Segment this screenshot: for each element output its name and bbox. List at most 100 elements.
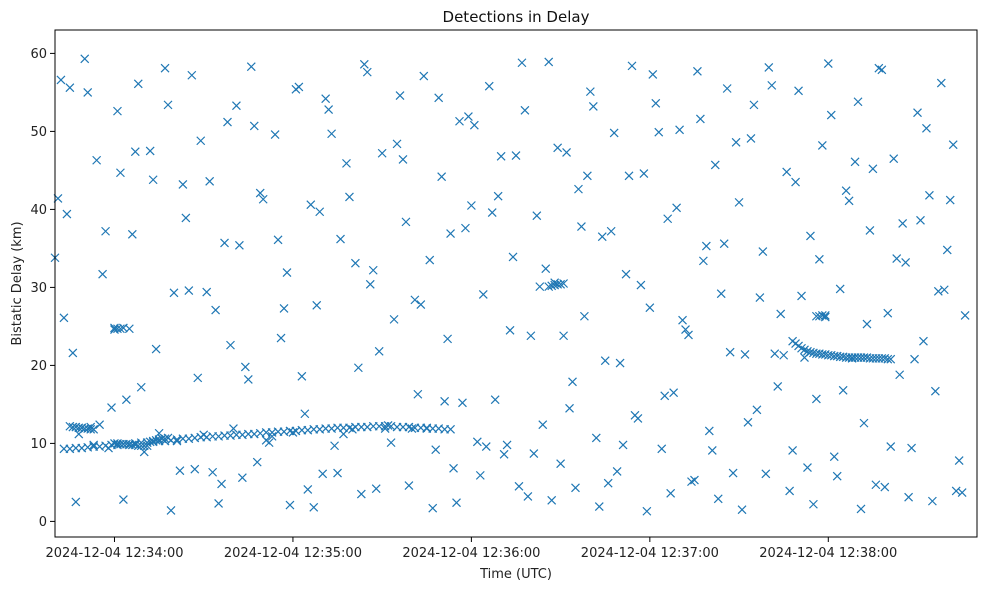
data-point <box>169 288 179 298</box>
data-point <box>377 148 387 158</box>
data-point <box>523 492 533 501</box>
data-point <box>336 234 345 244</box>
data-point <box>957 488 967 497</box>
data-point <box>678 315 687 325</box>
data-point <box>547 281 557 291</box>
data-point <box>229 424 238 434</box>
data-point <box>249 121 259 131</box>
data-point <box>547 495 557 505</box>
data-point <box>466 201 476 210</box>
data-point <box>907 443 916 453</box>
data-point <box>267 431 277 441</box>
data-point <box>704 426 714 436</box>
data-point <box>627 61 637 71</box>
y-tick-label: 0 <box>39 515 47 530</box>
data-point <box>261 435 271 445</box>
data-point <box>758 247 768 256</box>
data-point <box>160 63 170 73</box>
data-point <box>663 214 673 224</box>
data-point <box>556 279 566 289</box>
data-point <box>823 59 833 68</box>
data-point <box>544 57 554 67</box>
data-point <box>276 333 286 343</box>
data-point <box>65 83 75 93</box>
data-point <box>318 469 328 479</box>
data-point <box>764 63 774 72</box>
data-point <box>211 305 221 315</box>
x-tick-label: 2024-12-04 12:38:00 <box>759 546 897 561</box>
data-point <box>484 81 494 91</box>
data-point <box>517 58 527 68</box>
data-point <box>83 87 93 97</box>
data-point <box>255 188 265 198</box>
data-point <box>324 105 334 114</box>
data-point <box>901 258 911 267</box>
data-point <box>160 434 170 444</box>
data-point <box>285 500 295 510</box>
data-point <box>535 282 545 292</box>
data-point <box>514 481 524 491</box>
data-point <box>151 344 161 354</box>
data-point <box>838 385 848 395</box>
data-point <box>431 445 441 455</box>
data-point <box>776 309 786 319</box>
data-point <box>187 70 197 80</box>
x-tick-label: 2024-12-04 12:35:00 <box>224 546 362 561</box>
data-point <box>350 258 360 268</box>
data-point <box>469 120 479 130</box>
data-point <box>710 160 720 170</box>
y-axis-label: Bistatic Delay (km) <box>10 221 25 345</box>
data-point <box>577 222 586 231</box>
data-point <box>273 235 283 245</box>
data-point <box>315 207 325 217</box>
data-point <box>636 280 646 290</box>
data-point <box>374 346 384 356</box>
data-point <box>452 498 461 508</box>
data-point <box>392 139 402 149</box>
data-point <box>898 219 908 228</box>
data-point <box>493 191 503 201</box>
data-point <box>413 389 423 399</box>
data-point <box>773 382 783 391</box>
data-point <box>490 395 500 405</box>
data-point <box>579 311 589 321</box>
x-tick-label: 2024-12-04 12:36:00 <box>402 546 540 561</box>
y-tick-label: 60 <box>30 47 47 62</box>
data-point <box>820 311 830 320</box>
data-point <box>472 437 482 447</box>
data-point <box>794 86 803 96</box>
data-point <box>306 200 316 210</box>
data-point <box>92 155 102 165</box>
data-point <box>648 70 658 79</box>
data-point <box>312 300 322 310</box>
data-point <box>856 504 866 514</box>
data-point <box>208 467 218 477</box>
data-point <box>841 186 851 196</box>
data-point <box>508 252 518 262</box>
data-point <box>56 75 66 85</box>
data-point <box>835 284 845 294</box>
x-tick-label: 2024-12-04 12:34:00 <box>45 546 183 561</box>
data-point <box>606 226 616 236</box>
data-point <box>252 457 262 467</box>
data-point <box>829 452 839 462</box>
plot-frame <box>54 29 978 538</box>
data-point <box>151 435 161 445</box>
data-point <box>728 468 738 478</box>
data-point <box>395 91 405 100</box>
data-point <box>707 445 717 455</box>
data-point <box>449 463 458 473</box>
x-axis-label: Time (UTC) <box>479 567 552 582</box>
data-point <box>279 304 289 313</box>
data-point <box>502 440 512 450</box>
data-point <box>722 84 732 93</box>
data-point <box>574 184 583 194</box>
data-point <box>886 354 896 364</box>
data-point <box>487 208 497 217</box>
data-point <box>330 441 339 451</box>
data-point <box>437 172 447 182</box>
data-point <box>455 116 464 126</box>
y-tick-label: 20 <box>30 359 47 374</box>
data-point <box>916 215 925 225</box>
data-point <box>145 437 155 447</box>
